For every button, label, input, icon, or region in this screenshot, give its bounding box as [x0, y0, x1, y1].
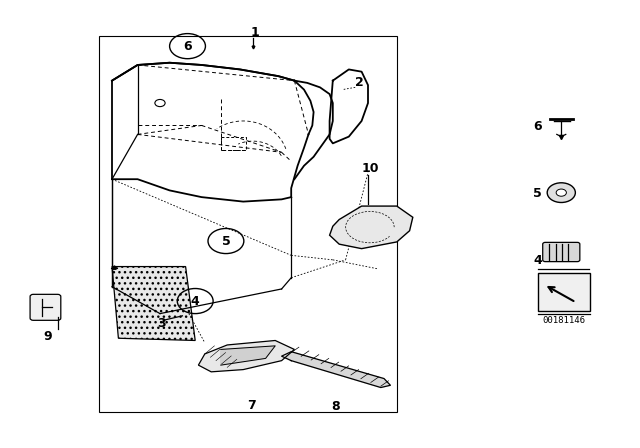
Text: 4: 4	[533, 254, 542, 267]
Text: 8: 8	[331, 400, 340, 413]
Text: 5: 5	[221, 234, 230, 248]
Text: 6: 6	[533, 120, 542, 133]
Circle shape	[547, 183, 575, 202]
Bar	[538, 273, 590, 311]
Text: 9: 9	[44, 330, 52, 344]
Text: 5: 5	[533, 187, 542, 200]
Polygon shape	[330, 206, 413, 249]
Polygon shape	[221, 346, 275, 365]
Text: 10: 10	[361, 161, 379, 175]
Text: 7: 7	[247, 399, 256, 412]
FancyBboxPatch shape	[543, 242, 580, 262]
Polygon shape	[198, 340, 294, 372]
Text: 6: 6	[183, 39, 192, 53]
Circle shape	[556, 189, 566, 196]
Polygon shape	[112, 267, 195, 340]
Text: 00181146: 00181146	[542, 316, 586, 325]
Polygon shape	[282, 352, 390, 388]
Bar	[99, 36, 397, 412]
Text: 4: 4	[191, 294, 200, 308]
Text: 3: 3	[157, 317, 166, 330]
Text: 1: 1	[250, 26, 259, 39]
FancyBboxPatch shape	[30, 294, 61, 320]
Text: 2: 2	[355, 76, 364, 90]
